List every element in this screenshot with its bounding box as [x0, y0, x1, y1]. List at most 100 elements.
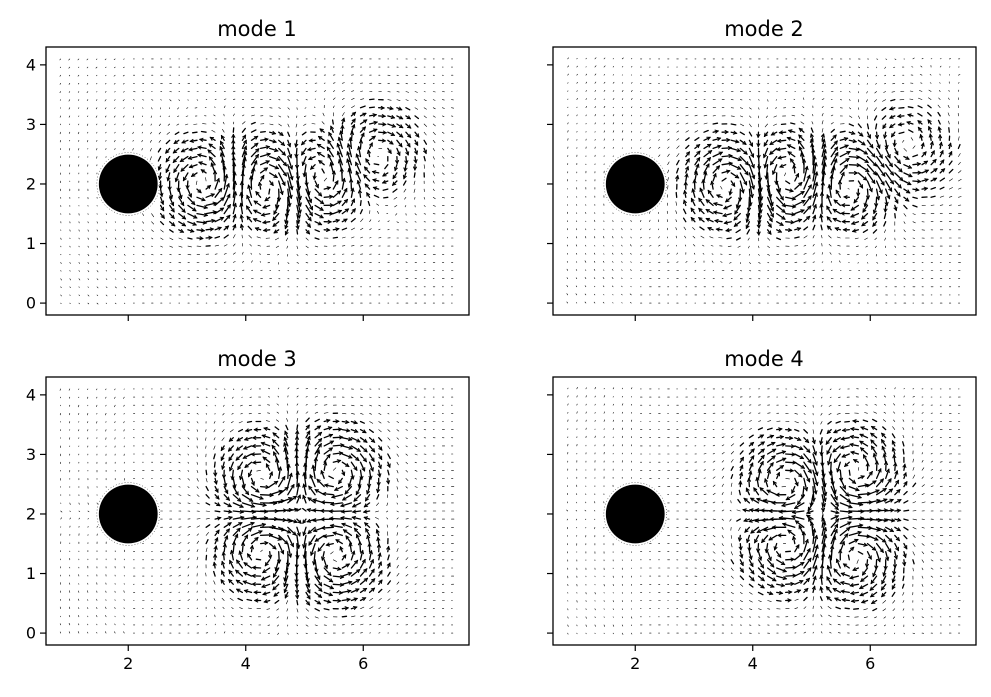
- quiver-arrow: [306, 238, 308, 240]
- quiver-arrow: [397, 495, 398, 498]
- quiver-arrow: [585, 286, 586, 287]
- quiver-arrow: [188, 583, 189, 585]
- quiver-arrow: [124, 140, 125, 141]
- quiver-arrow: [124, 422, 125, 423]
- quiver-arrow: [170, 478, 172, 479]
- quiver-arrow: [297, 617, 298, 619]
- quiver-arrow: [133, 230, 134, 231]
- quiver-arrow: [179, 527, 181, 528]
- quiver-arrow: [124, 279, 125, 280]
- quiver-arrow: [242, 528, 251, 535]
- quiver-arrow: [333, 120, 334, 124]
- quiver-arrow: [323, 113, 324, 116]
- quiver-arrow: [252, 130, 256, 132]
- quiver-arrow: [105, 92, 106, 93]
- quiver-arrow: [115, 389, 116, 390]
- quiver-arrow: [767, 108, 768, 109]
- quiver-arrow: [70, 511, 71, 512]
- quiver-arrow: [179, 559, 181, 560]
- quiver-arrow: [622, 278, 623, 279]
- quiver-arrow: [397, 413, 398, 414]
- quiver-arrow: [576, 270, 577, 271]
- quiver-arrow: [224, 624, 225, 625]
- quiver-arrow: [288, 124, 289, 127]
- quiver-arrow: [197, 557, 198, 560]
- quiver-arrow: [622, 237, 623, 238]
- quiver-arrow: [949, 169, 953, 173]
- quiver-arrow: [397, 438, 399, 440]
- quiver-arrow: [224, 253, 226, 254]
- quiver-arrow: [249, 235, 252, 238]
- quiver-arrow: [406, 495, 408, 496]
- quiver-arrow: [206, 470, 207, 474]
- quiver-arrow: [78, 100, 79, 101]
- quiver-arrow: [595, 74, 596, 75]
- quiver-arrow: [695, 261, 696, 262]
- quiver-arrow: [913, 205, 917, 207]
- quiver-arrow: [576, 237, 577, 238]
- y-tick-label: 1: [26, 234, 36, 253]
- quiver-arrow: [306, 246, 308, 248]
- quiver-arrow: [577, 74, 578, 75]
- quiver-arrow: [736, 230, 740, 233]
- quiver-arrow: [822, 113, 823, 116]
- quiver-arrow: [97, 262, 98, 263]
- quiver-arrow: [115, 295, 116, 296]
- quiver-arrow: [242, 389, 243, 390]
- quiver-arrow: [115, 413, 116, 415]
- quiver-arrow: [60, 607, 61, 609]
- quiver-arrow: [193, 132, 197, 133]
- quiver-arrow: [388, 221, 390, 222]
- quiver-arrow: [202, 132, 207, 133]
- quiver-arrow: [677, 139, 679, 141]
- quiver-arrow: [306, 262, 308, 263]
- quiver-arrow: [169, 116, 170, 117]
- quiver-arrow: [150, 148, 151, 151]
- quiver-arrow: [612, 286, 613, 287]
- quiver-arrow: [351, 245, 354, 246]
- quiver-arrow: [161, 238, 164, 240]
- quiver-arrow: [613, 261, 614, 262]
- quiver-arrow: [768, 173, 769, 189]
- quiver-arrow: [197, 422, 198, 424]
- quiver-arrow: [442, 116, 444, 117]
- quiver-arrow: [567, 269, 568, 270]
- quiver-arrow: [668, 139, 670, 140]
- quiver-arrow: [831, 115, 833, 116]
- quiver-arrow: [152, 108, 153, 109]
- quiver-arrow: [913, 214, 916, 215]
- quiver-arrow: [686, 138, 689, 141]
- quiver-arrow: [252, 123, 256, 125]
- quiver-arrow: [684, 227, 686, 230]
- quiver-arrow: [939, 98, 941, 100]
- quiver-arrow: [69, 83, 70, 84]
- quiver-arrow: [740, 124, 743, 126]
- quiver-arrow: [361, 201, 362, 206]
- quiver-arrow: [568, 123, 569, 124]
- quiver-arrow: [940, 205, 943, 206]
- quiver-arrow: [351, 228, 354, 230]
- quiver-arrow: [631, 253, 632, 254]
- quiver-arrow: [79, 511, 80, 512]
- quiver-arrow: [124, 262, 125, 263]
- quiver-arrow: [160, 116, 161, 117]
- quiver-arrow: [451, 108, 453, 109]
- quiver-arrow: [567, 285, 568, 286]
- quiver-arrow: [938, 105, 940, 108]
- quiver-arrow: [175, 132, 179, 134]
- quiver-arrow: [604, 99, 605, 100]
- quiver-arrow: [748, 246, 749, 248]
- quiver-arrow: [105, 632, 106, 634]
- quiver-arrow: [424, 205, 425, 206]
- quiver-arrow: [928, 105, 931, 108]
- quiver-arrow: [931, 196, 935, 197]
- quiver-arrow: [694, 253, 695, 254]
- quiver-arrow: [895, 59, 896, 60]
- quiver-arrow: [876, 124, 877, 129]
- quiver-arrow: [69, 59, 70, 60]
- quiver-arrow: [177, 116, 178, 117]
- quiver-arrow: [124, 254, 125, 255]
- quiver-arrow: [594, 302, 595, 303]
- quiver-arrow: [777, 238, 781, 240]
- quiver-arrow: [224, 262, 226, 263]
